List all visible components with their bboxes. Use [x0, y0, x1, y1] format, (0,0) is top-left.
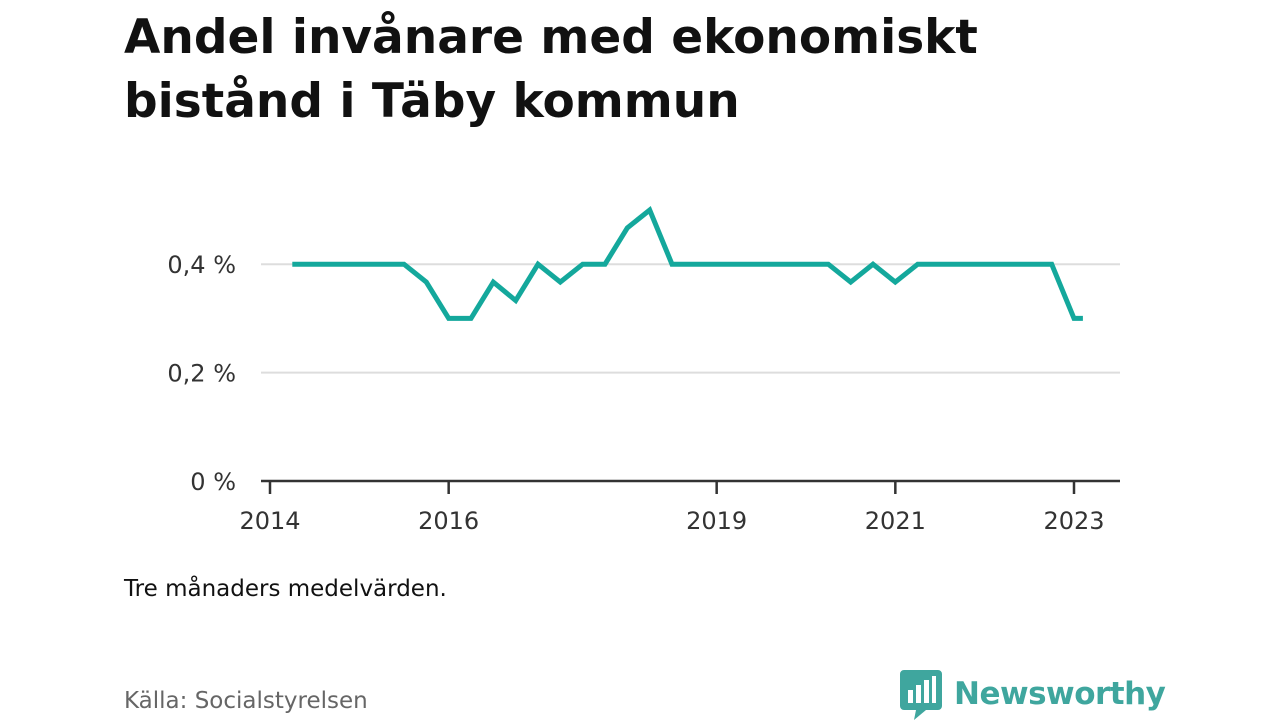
- x-tick-label: 2014: [239, 507, 300, 535]
- x-tick-label: 2023: [1043, 507, 1104, 535]
- brand-logo: Newsworthy: [900, 668, 1166, 720]
- y-tick-label: 0 %: [190, 468, 236, 496]
- chart-note: Tre månaders medelvärden.: [124, 576, 447, 602]
- x-tick-label: 2019: [686, 507, 747, 535]
- y-tick-label: 0,4 %: [167, 251, 236, 279]
- y-axis-labels: 0 % 0,2 % 0,4 %: [167, 251, 236, 496]
- x-axis-labels: 2014 2016 2019 2021 2023: [239, 507, 1104, 535]
- chart-title: Andel invånare med ekonomiskt bistånd i …: [124, 10, 978, 129]
- x-tick-label: 2021: [865, 507, 926, 535]
- bar-chart-speech-bubble-icon: [900, 670, 942, 720]
- y-tick-label: 0,2 %: [167, 360, 236, 388]
- grid-lines: [261, 263, 1120, 374]
- brand-name: Newsworthy: [954, 676, 1166, 712]
- x-tick-label: 2016: [418, 507, 479, 535]
- source-text: Källa: Socialstyrelsen: [124, 688, 368, 714]
- line-chart: 0 % 0,2 % 0,4 % 2014 2016 2019 2021 2023: [167, 205, 1120, 535]
- data-line: [292, 205, 1084, 321]
- x-axis: [261, 479, 1120, 494]
